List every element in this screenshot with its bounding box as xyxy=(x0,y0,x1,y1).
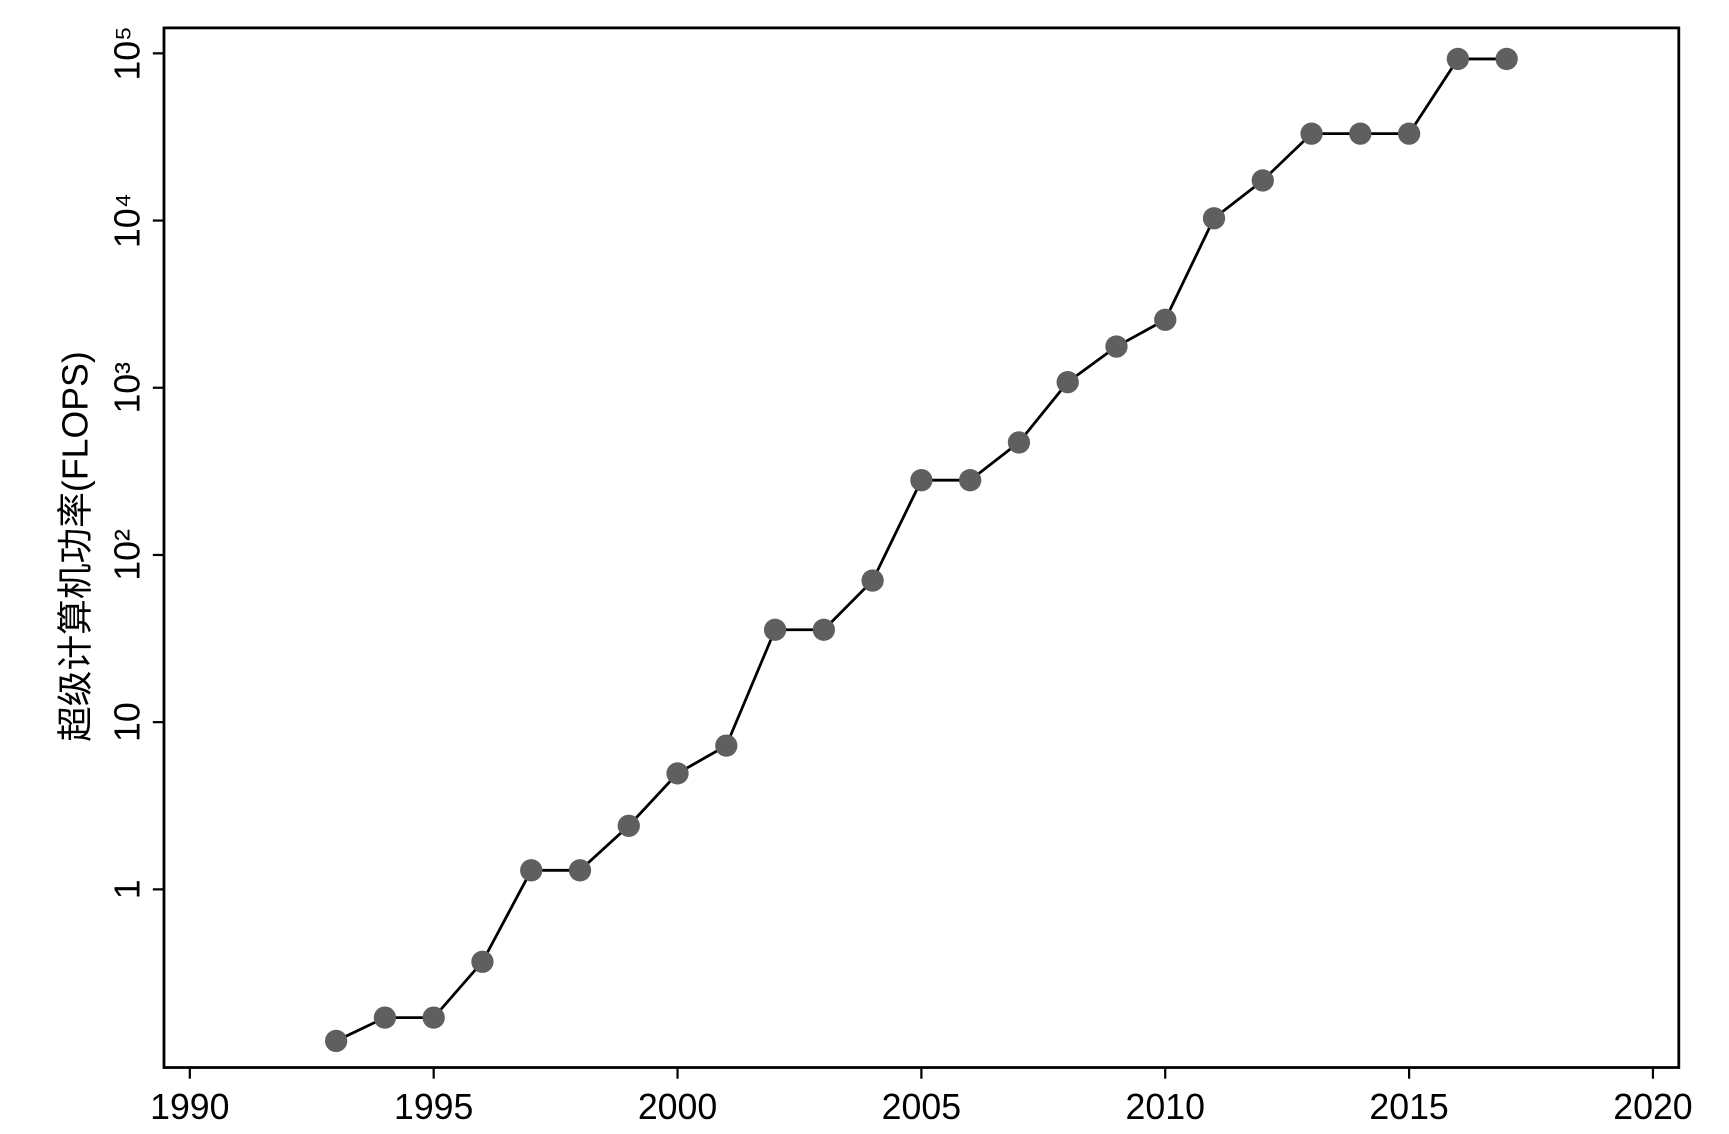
x-tick-label: 2020 xyxy=(1613,1087,1692,1127)
y-tick-label: 10³ xyxy=(107,362,147,414)
y-tick-label: 10 xyxy=(107,702,147,742)
marker xyxy=(1300,122,1323,145)
marker xyxy=(568,859,592,882)
marker xyxy=(1056,371,1079,394)
marker xyxy=(1495,47,1518,71)
marker xyxy=(1251,169,1274,192)
marker xyxy=(1105,335,1128,358)
y-tick-label: 1 xyxy=(107,879,147,899)
marker xyxy=(715,734,738,757)
y-tick-label: 10² xyxy=(107,529,147,581)
marker xyxy=(1154,308,1177,331)
x-tick-label: 2015 xyxy=(1369,1087,1448,1127)
y-tick-label: 10⁵ xyxy=(107,26,147,80)
marker xyxy=(1397,122,1421,145)
x-tick-label: 2000 xyxy=(638,1087,717,1127)
y-axis-label: 超级计算机功率(FLOPS) xyxy=(56,351,96,742)
marker xyxy=(910,469,933,492)
marker xyxy=(471,950,494,973)
marker xyxy=(763,618,787,641)
marker xyxy=(617,814,640,837)
marker xyxy=(1446,47,1470,71)
marker xyxy=(520,859,543,882)
marker xyxy=(324,1029,348,1053)
marker xyxy=(1007,431,1031,454)
marker xyxy=(373,1006,397,1029)
marker xyxy=(666,762,689,785)
marker xyxy=(861,569,884,592)
x-tick-label: 1995 xyxy=(394,1087,473,1127)
x-tick-label: 1990 xyxy=(150,1087,229,1127)
marker xyxy=(812,618,836,641)
y-tick-label: 10⁴ xyxy=(107,193,147,248)
x-tick-label: 2010 xyxy=(1126,1087,1205,1127)
marker xyxy=(959,469,982,492)
marker xyxy=(1349,122,1372,145)
marker xyxy=(422,1006,445,1029)
x-tick-label: 2005 xyxy=(882,1087,961,1127)
marker xyxy=(1202,207,1226,230)
